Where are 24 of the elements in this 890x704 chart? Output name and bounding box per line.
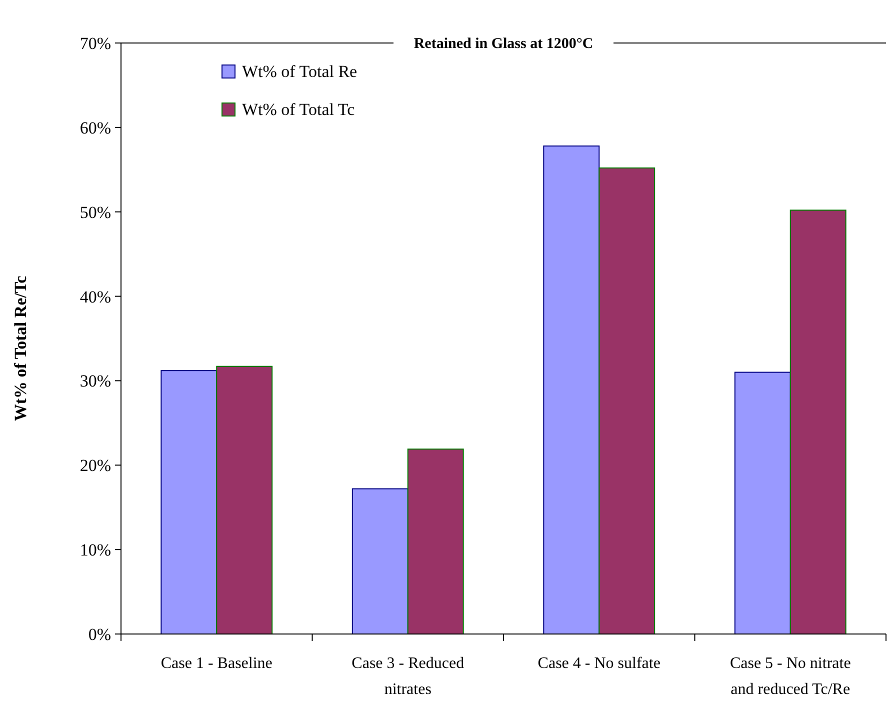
bar [734, 372, 791, 634]
y-tick-label: 10% [80, 540, 111, 560]
x-tick-label: Case 5 - No nitrate and reduced Tc/Re [730, 655, 851, 698]
y-tick-label: 40% [80, 287, 111, 306]
bar [216, 366, 273, 634]
y-tick-label: 30% [80, 372, 111, 391]
legend-label: Wt% of Total Tc [242, 100, 356, 119]
y-tick-label: 0% [88, 625, 111, 644]
legend-label: Wt% of Total Re [242, 62, 358, 81]
chart-title: Retained in Glass at 1200°C [414, 36, 594, 52]
x-tick-label: Case 3 - Reduced nitrates [352, 655, 464, 698]
x-tick-label: Case 4 - No sulfate [538, 655, 660, 672]
y-tick-label: 70% [80, 34, 111, 53]
bar [352, 488, 408, 634]
y-tick-label: 50% [80, 202, 111, 222]
bar [598, 167, 656, 634]
y-tick-label: 60% [80, 118, 111, 138]
x-tick-label: Case 1 - Baseline [160, 655, 272, 672]
y-tick-label: 20% [80, 456, 111, 476]
bar [543, 146, 600, 634]
y-axis-title: Wt% of Total Re/Tc [11, 275, 30, 422]
bar [160, 370, 218, 634]
bar [407, 448, 464, 634]
bar [790, 210, 846, 634]
